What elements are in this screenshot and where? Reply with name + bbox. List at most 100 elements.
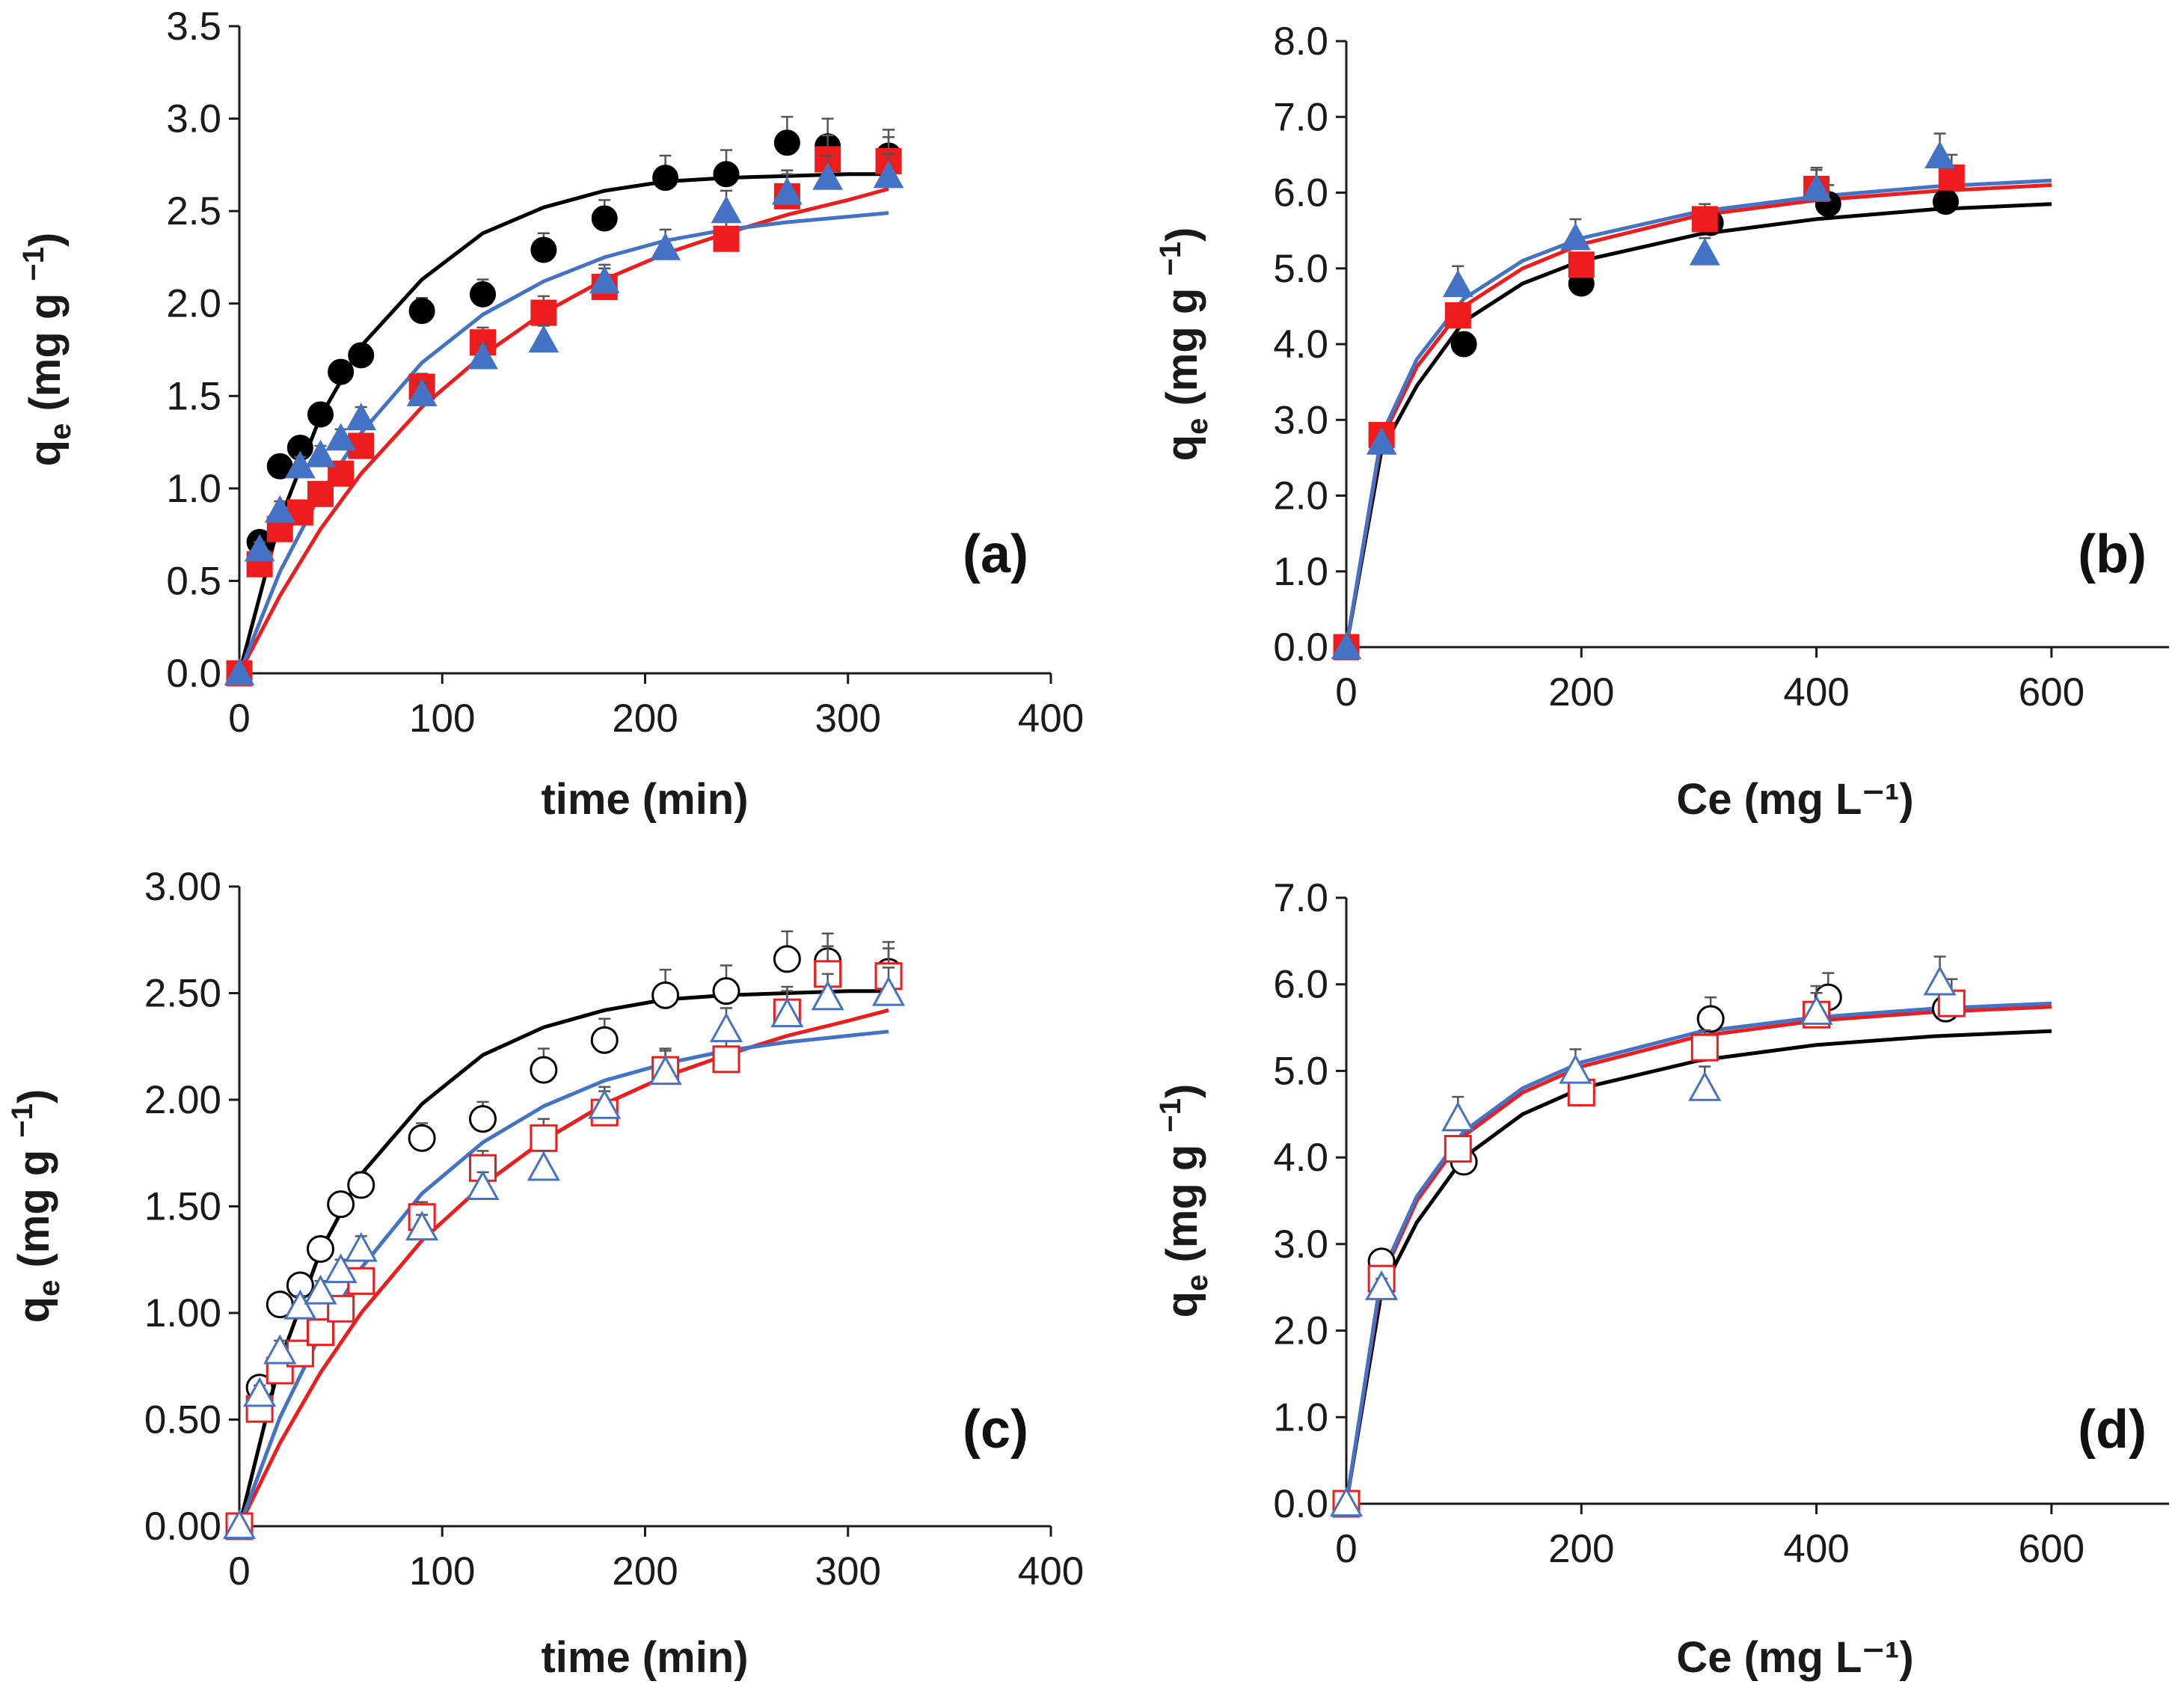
data-point-blue: [648, 1055, 682, 1086]
panel-d: 0.0 1.0 2.0 3.0 4.0 5.0 6.0 7.0 0 200 400 600 Ce (mg…: [1154, 876, 2169, 1682]
data-point-black: [328, 358, 355, 385]
panel-a: 0.0 0.5 1.0 1.5 2.0 2.5 3.0 3.5 0 100 200 300 400 tim…: [17, 4, 1084, 824]
fit-line-blue: [1344, 1001, 2052, 1504]
data-point-blue: [1924, 141, 1955, 169]
data-point-blue: [528, 325, 559, 353]
data-point-black: [327, 1190, 355, 1219]
panel-label: (d): [2078, 1400, 2147, 1460]
x-tick-label: 400: [1783, 1527, 1849, 1571]
data-point-blue: [589, 266, 620, 294]
data-point-blue: [1442, 269, 1473, 298]
data-point-blue: [466, 1170, 500, 1200]
x-tick-label: 0: [1335, 1527, 1357, 1571]
data-point-blue: [1366, 427, 1397, 455]
y-tick-label: 3.00: [144, 865, 221, 909]
y-tick-label: 2.0: [1273, 474, 1328, 518]
data-point-blue: [346, 402, 377, 431]
x-tick-label: 0: [1335, 670, 1357, 714]
data-point-blue: [1688, 1071, 1722, 1101]
data-point-red: [1691, 206, 1718, 233]
y-tick-label: 1.5: [166, 374, 221, 418]
x-tick-label: 200: [612, 1549, 678, 1594]
y-tick-label: 7.0: [1273, 95, 1328, 139]
data-point-black: [713, 161, 740, 188]
y-tick-label: 2.0: [1273, 1309, 1328, 1353]
data-point-black: [530, 1056, 558, 1084]
y-tick-label: 3.5: [166, 4, 221, 49]
panel-label: (b): [2078, 524, 2147, 584]
y-tick-label: 1.0: [166, 467, 221, 511]
x-tick-label: 200: [1548, 1527, 1614, 1571]
data-point-black: [307, 1235, 334, 1263]
y-tick-label: 1.0: [1273, 1395, 1328, 1439]
data-point-blue: [264, 495, 295, 523]
data-point-black: [773, 945, 801, 973]
data-point-black: [347, 1171, 375, 1199]
x-axis-label: Ce (mg L⁻¹): [1676, 775, 1913, 824]
y-tick-label: 3.0: [1273, 1222, 1328, 1267]
y-tick-label: 2.50: [144, 972, 221, 1016]
data-point-blue: [1441, 1101, 1475, 1132]
y-tick-label: 0.00: [144, 1504, 221, 1549]
data-point-red: [286, 1339, 314, 1368]
panel-label: (c): [963, 1400, 1028, 1460]
data-point-black: [712, 977, 740, 1005]
data-point-blue: [1923, 965, 1957, 996]
data-point-blue: [406, 379, 438, 406]
x-axis-label: Ce (mg L⁻¹): [1676, 1633, 1913, 1682]
data-point-blue: [305, 439, 336, 468]
data-point-black: [1932, 189, 1959, 215]
y-tick-label: 6.0: [1273, 963, 1328, 1007]
data-point-red: [712, 1045, 740, 1074]
fit-line-red: [1344, 1005, 2052, 1504]
x-tick-label: 600: [2019, 670, 2085, 714]
data-point-blue: [1560, 222, 1591, 251]
data-point-black: [773, 129, 800, 156]
x-tick-label: 300: [815, 1549, 881, 1594]
x-tick-label: 0: [228, 1549, 250, 1594]
data-point-black: [652, 165, 679, 192]
panel-c: 0.00 0.50 1.00 1.50 2.00 2.50 3.00 0 100 200 300 40…: [6, 865, 1084, 1682]
data-point-blue: [1559, 1053, 1592, 1084]
y-tick-label: 4.0: [1273, 1136, 1328, 1180]
data-point-blue: [283, 1289, 317, 1320]
data-point-blue: [324, 1253, 358, 1284]
data-point-blue: [770, 997, 804, 1028]
data-point-red: [307, 480, 334, 507]
data-point-black: [469, 1105, 497, 1133]
x-tick-label: 600: [2019, 1527, 2085, 1571]
data-point-blue: [1365, 1270, 1399, 1300]
data-point-blue: [1331, 631, 1362, 660]
data-point-blue: [527, 1151, 560, 1181]
x-axis-label: time (min): [541, 1633, 748, 1682]
y-axis-label: qe (mg g −1): [1154, 227, 1214, 462]
y-tick-label: 1.50: [144, 1185, 221, 1229]
fit-line-black: [1344, 1029, 2052, 1504]
data-point-red: [530, 1124, 558, 1152]
data-point-blue: [222, 1509, 257, 1540]
x-tick-label: 400: [1018, 697, 1084, 741]
y-tick-label: 2.00: [144, 1078, 221, 1122]
data-point-red: [1568, 251, 1595, 278]
x-tick-label: 100: [409, 1549, 475, 1594]
data-point-blue: [224, 658, 255, 686]
data-point-blue: [1801, 173, 1832, 201]
data-point-black: [408, 1124, 436, 1152]
data-point-blue: [405, 1210, 439, 1241]
x-tick-label: 100: [409, 697, 475, 741]
y-tick-label: 0.0: [166, 652, 221, 696]
data-point-blue: [812, 162, 844, 190]
data-point-blue: [1800, 995, 1833, 1025]
y-tick-label: 4.0: [1273, 322, 1328, 367]
y-tick-label: 1.0: [1273, 550, 1328, 594]
data-point-blue: [811, 980, 844, 1011]
data-point-red: [530, 299, 557, 326]
x-tick-label: 400: [1018, 1549, 1084, 1594]
fit-line-black: [237, 172, 889, 674]
data-point-blue: [467, 341, 498, 370]
data-point-red: [1690, 1033, 1719, 1062]
y-tick-label: 5.0: [1273, 247, 1328, 291]
y-tick-label: 7.0: [1273, 876, 1328, 920]
y-tick-label: 6.0: [1273, 171, 1328, 215]
